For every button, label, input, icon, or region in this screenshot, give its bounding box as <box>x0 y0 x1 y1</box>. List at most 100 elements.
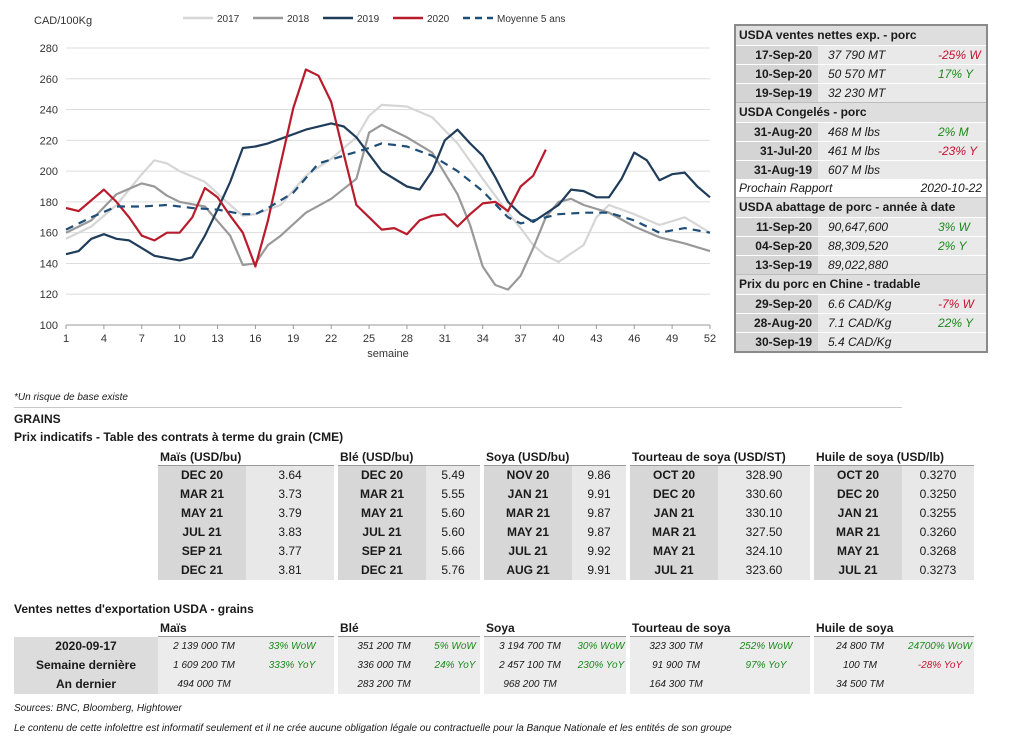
usda-row-value: 6.6 CAD/Kg <box>828 297 892 311</box>
y-tick-label: 120 <box>40 289 58 301</box>
x-tick-label: 4 <box>101 333 107 345</box>
x-tick-label: 49 <box>666 333 678 345</box>
export-change: -28% YoY <box>917 660 963 671</box>
usda-frozen-header: USDA Congelés - porc <box>736 102 986 122</box>
grain-column-body: DEC 20 3.64 MAR 21 3.73 MAY 21 3.79 JUL 21 3.83… <box>158 466 334 580</box>
usda-row: 30-Sep-19 5.4 CAD/Kg <box>736 332 986 351</box>
usda-row: 31-Aug-20 468 M lbs 2% M <box>736 122 986 141</box>
export-column: Blé 351 200 TM 5% WoW 336 000 TM 24% YoY 283 … <box>338 620 480 694</box>
export-change: 333% YoY <box>268 660 316 671</box>
export-change <box>906 675 974 694</box>
contract-month: MAY 21 <box>158 504 246 523</box>
grain-contract-row: JUL 21 0.3273 <box>814 561 974 580</box>
sources: Sources: BNC, Bloomberg, Hightower <box>14 703 182 714</box>
x-tick-label: 16 <box>249 333 261 345</box>
grain-contract-row: JAN 21 330.10 <box>630 504 810 523</box>
usda-row: 17-Sep-20 37 790 MT -25% W <box>736 45 986 64</box>
series-line-0 <box>65 103 711 263</box>
contract-price: 0.3260 <box>919 525 957 539</box>
x-axis-label: semaine <box>367 348 409 360</box>
usda-row-change <box>934 256 986 274</box>
export-volume: 164 300 TM <box>649 679 703 690</box>
contract-price: 9.86 <box>587 468 611 482</box>
usda-row-change <box>934 84 986 102</box>
export-column: Soya 3 194 700 TM 30% WoW 2 457 100 TM 230% … <box>484 620 626 694</box>
usda-row: 19-Sep-19 32 230 MT <box>736 83 986 102</box>
contract-month: NOV 20 <box>484 466 572 485</box>
series-line-3 <box>65 68 547 268</box>
export-change <box>722 675 810 694</box>
export-column-body: 3 194 700 TM 30% WoW 2 457 100 TM 230% YoY 9… <box>484 637 626 694</box>
export-row: 1 609 200 TM 333% YoY <box>158 656 334 675</box>
next-report-row: Prochain Rapport 2020-10-22 <box>736 179 986 197</box>
export-column-header: Maïs <box>158 620 334 637</box>
grain-column-body: DEC 20 5.49 MAR 21 5.55 MAY 21 5.60 JUL 21 5.60… <box>338 466 480 580</box>
grain-contract-row: NOV 20 9.86 <box>484 466 626 485</box>
export-row-labels: 2020-09-17 Semaine dernière An dernier <box>14 637 158 694</box>
y-tick-label: 240 <box>40 105 58 117</box>
usda-row-change <box>934 161 986 179</box>
export-volume: 336 000 TM <box>357 660 411 671</box>
contract-month: JUL 21 <box>158 523 246 542</box>
grain-contract-row: OCT 20 0.3270 <box>814 466 974 485</box>
grain-contract-row: JAN 21 0.3255 <box>814 504 974 523</box>
contract-price: 5.60 <box>441 525 465 539</box>
chart-legend: 2017 2018 2019 2020 Moyenne 5 ans <box>183 14 565 25</box>
contract-month: OCT 20 <box>814 466 902 485</box>
y-tick-label: 100 <box>40 320 58 332</box>
grain-column-body: OCT 20 0.3270 DEC 20 0.3250 JAN 21 0.3255 MAR … <box>814 466 974 580</box>
grain-contract-row: DEC 21 3.81 <box>158 561 334 580</box>
grain-contract-row: DEC 21 5.76 <box>338 561 480 580</box>
usda-row: 31-Aug-19 607 M lbs <box>736 160 986 179</box>
contract-month: JAN 21 <box>484 485 572 504</box>
usda-row: 28-Aug-20 7.1 CAD/Kg 22% Y <box>736 313 986 332</box>
chart-grid <box>66 47 710 326</box>
usda-row-date: 31-Aug-20 <box>736 123 818 141</box>
export-volume: 494 000 TM <box>177 679 231 690</box>
usda-row-date: 11-Sep-20 <box>736 218 818 236</box>
next-report-date: 2020-10-22 <box>920 181 982 195</box>
next-report-label: Prochain Rapport <box>739 181 833 195</box>
legend-label: 2020 <box>427 14 450 25</box>
contract-price: 327.50 <box>745 525 783 539</box>
usda-row-change: 22% Y <box>938 316 974 330</box>
y-axis-ticks: 100 120 140 160 180 200 220 240 260 280 <box>40 43 58 332</box>
grain-contract-row: DEC 20 3.64 <box>158 466 334 485</box>
export-column-body: 2 139 000 TM 33% WoW 1 609 200 TM 333% YoY 4… <box>158 637 334 694</box>
export-column: Maïs 2 139 000 TM 33% WoW 1 609 200 TM 333% … <box>158 620 334 694</box>
usda-row-date: 04-Sep-20 <box>736 237 818 255</box>
export-change: 33% WoW <box>268 641 316 652</box>
usda-row-date: 31-Jul-20 <box>736 142 818 160</box>
export-row: 3 194 700 TM 30% WoW <box>484 637 626 656</box>
grain-contract-row: MAR 21 5.55 <box>338 485 480 504</box>
grain-contract-row: MAR 21 3.73 <box>158 485 334 504</box>
usda-row-change: -7% W <box>938 297 974 311</box>
export-volume: 34 500 TM <box>836 679 884 690</box>
grain-contract-row: MAY 21 324.10 <box>630 542 810 561</box>
grain-contract-row: OCT 20 328.90 <box>630 466 810 485</box>
export-column-header: Soya <box>484 620 626 637</box>
export-row: 91 900 TM 97% YoY <box>630 656 810 675</box>
grain-column: Maïs (USD/bu) DEC 20 3.64 MAR 21 3.73 MAY 21 3… <box>158 449 334 580</box>
x-axis-ticks: 1 4 7 10 13 16 19 22 25 28 31 34 37 40 43 46 49 52 <box>63 325 716 345</box>
grain-contract-row: DEC 20 5.49 <box>338 466 480 485</box>
usda-row-change: -25% W <box>938 48 981 62</box>
grain-column-body: NOV 20 9.86 JAN 21 9.91 MAR 21 9.87 MAY 21 9.87… <box>484 466 626 580</box>
contract-month: JUL 21 <box>338 523 426 542</box>
contract-price: 3.73 <box>278 487 302 501</box>
export-column-body: 24 800 TM 24700% WoW 100 TM -28% YoY 34 500 … <box>814 637 974 694</box>
export-column-header: Blé <box>338 620 480 637</box>
export-change: 97% YoY <box>745 660 787 671</box>
contract-price: 3.83 <box>278 525 302 539</box>
grain-contract-row: DEC 20 0.3250 <box>814 485 974 504</box>
usda-row-value: 5.4 CAD/Kg <box>828 335 892 349</box>
contract-month: JUL 21 <box>814 561 902 580</box>
export-volume: 351 200 TM <box>357 641 411 652</box>
export-row: 34 500 TM <box>814 675 974 694</box>
export-change: 5% WoW <box>434 641 476 652</box>
x-tick-label: 10 <box>174 333 186 345</box>
section-divider <box>14 407 902 408</box>
usda-row-date: 31-Aug-19 <box>736 161 818 179</box>
usda-row-date: 10-Sep-20 <box>736 65 818 83</box>
contract-month: DEC 21 <box>158 561 246 580</box>
